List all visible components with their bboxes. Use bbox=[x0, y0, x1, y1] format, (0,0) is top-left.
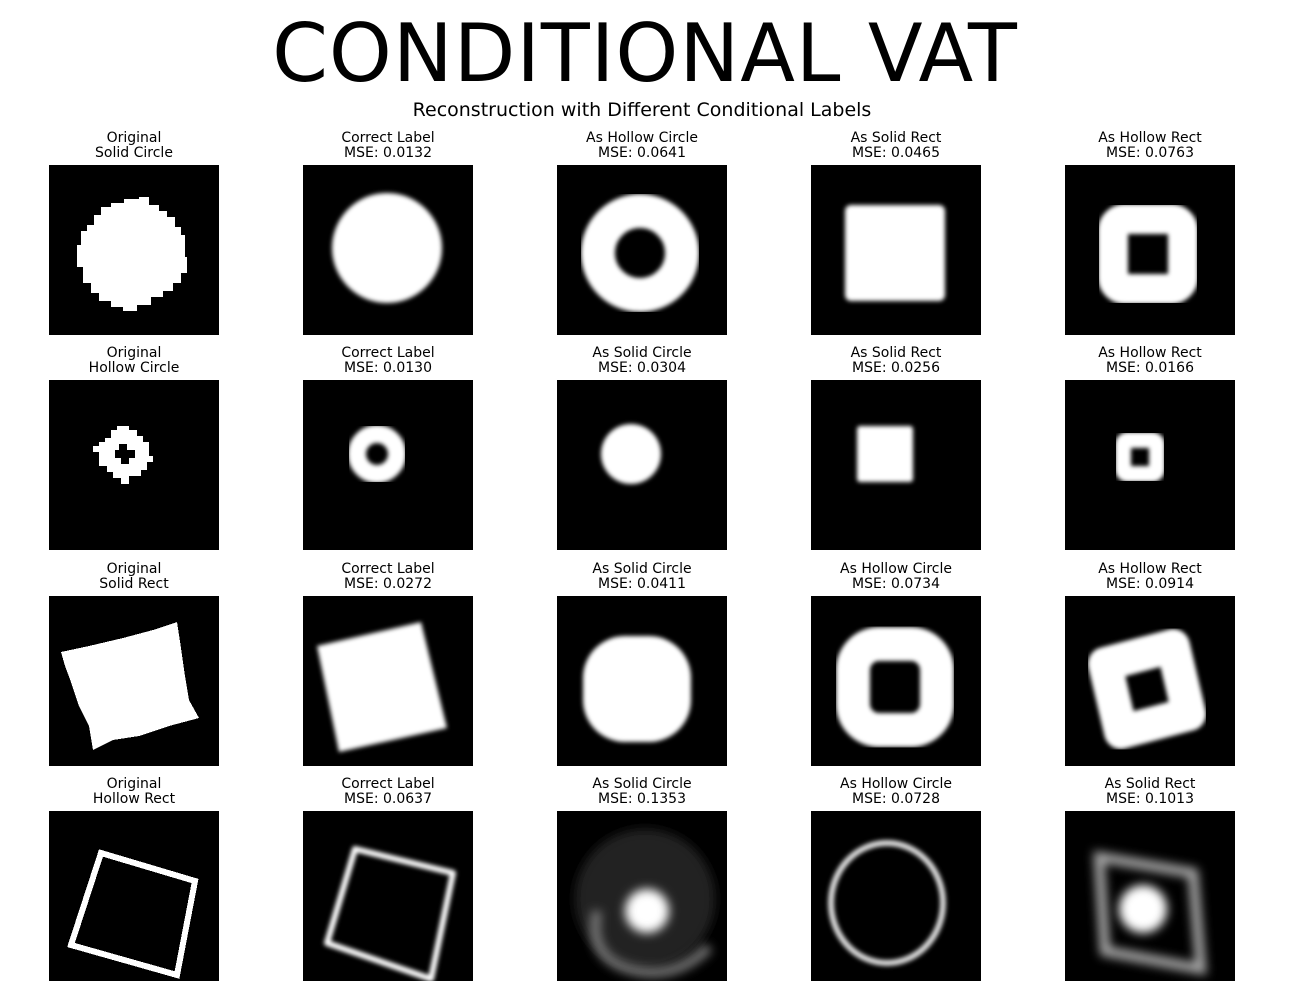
cell-title-line2: MSE: 0.0637 bbox=[344, 791, 432, 807]
cell-title-line1: As Hollow Circle bbox=[840, 776, 952, 792]
cell-title: Correct Label MSE: 0.0637 bbox=[263, 777, 513, 807]
cell-title-line2: MSE: 0.0272 bbox=[344, 576, 432, 592]
reconstruction-image bbox=[557, 596, 727, 766]
reconstruction-image bbox=[811, 380, 981, 550]
cell-title-line1: As Hollow Circle bbox=[586, 130, 698, 146]
cell-title: As Solid Circle MSE: 0.0411 bbox=[517, 562, 767, 592]
reconstruction-image bbox=[811, 811, 981, 981]
reconstruction-image bbox=[1065, 165, 1235, 335]
cell-title-line2: Hollow Rect bbox=[92, 791, 176, 807]
cell-title: As Hollow Circle MSE: 0.0728 bbox=[771, 777, 1021, 807]
cell-title-line1: As Hollow Rect bbox=[1098, 345, 1202, 361]
cell-title: As Solid Rect MSE: 0.0465 bbox=[771, 131, 1021, 161]
cell-title-line2: MSE: 0.0914 bbox=[1106, 576, 1194, 592]
reconstruction-image bbox=[1065, 811, 1235, 981]
reconstruction-image bbox=[557, 811, 727, 981]
cell-title: As Solid Rect MSE: 0.0256 bbox=[771, 346, 1021, 376]
reconstruction-image bbox=[811, 165, 981, 335]
cell-title: As Hollow Rect MSE: 0.0763 bbox=[1025, 131, 1275, 161]
cell-title-line2: MSE: 0.0130 bbox=[344, 360, 432, 376]
cell-title-line1: As Solid Circle bbox=[592, 345, 692, 361]
cell-title: As Hollow Rect MSE: 0.0914 bbox=[1025, 562, 1275, 592]
cell-title-line1: Correct Label bbox=[341, 776, 435, 792]
cell-title-line1: As Solid Rect bbox=[1104, 776, 1196, 792]
cell-title-line2: Solid Circle bbox=[95, 145, 173, 161]
cell-title-line2: Solid Rect bbox=[99, 576, 169, 592]
cell-title-line1: Original bbox=[106, 561, 162, 577]
cell-title-line1: Correct Label bbox=[341, 561, 435, 577]
main-title: CONDITIONAL VAT bbox=[272, 7, 1018, 100]
reconstruction-image bbox=[49, 380, 219, 550]
cell-title: Original Solid Circle bbox=[9, 131, 259, 161]
cell-title-line2: MSE: 0.0132 bbox=[344, 145, 432, 161]
cell-title-line1: As Hollow Circle bbox=[840, 561, 952, 577]
cell-title-line1: As Hollow Rect bbox=[1098, 561, 1202, 577]
cell-title-line1: Original bbox=[106, 130, 162, 146]
reconstruction-image bbox=[303, 811, 473, 981]
reconstruction-image bbox=[557, 380, 727, 550]
cell-title-line1: Correct Label bbox=[341, 345, 435, 361]
cell-title: Original Hollow Rect bbox=[9, 777, 259, 807]
cell-title-line1: As Solid Rect bbox=[850, 130, 942, 146]
cell-title-line2: MSE: 0.0465 bbox=[852, 145, 940, 161]
reconstruction-image bbox=[303, 596, 473, 766]
cell-title: Original Hollow Circle bbox=[9, 346, 259, 376]
cell-title-line2: MSE: 0.0411 bbox=[598, 576, 686, 592]
cell-title-line2: MSE: 0.0166 bbox=[1106, 360, 1194, 376]
cell-title-line1: Original bbox=[106, 776, 162, 792]
cell-title: As Hollow Circle MSE: 0.0734 bbox=[771, 562, 1021, 592]
reconstruction-image bbox=[49, 165, 219, 335]
cell-title-line2: MSE: 0.0728 bbox=[852, 791, 940, 807]
subtitle: Reconstruction with Different Conditiona… bbox=[412, 99, 872, 121]
reconstruction-image bbox=[49, 596, 219, 766]
cell-title: Correct Label MSE: 0.0272 bbox=[263, 562, 513, 592]
cell-title: Correct Label MSE: 0.0132 bbox=[263, 131, 513, 161]
reconstruction-image bbox=[557, 165, 727, 335]
cell-title-line2: MSE: 0.0734 bbox=[852, 576, 940, 592]
cell-title-line1: As Solid Circle bbox=[592, 776, 692, 792]
cell-title-line1: As Hollow Rect bbox=[1098, 130, 1202, 146]
cell-title: As Solid Circle MSE: 0.1353 bbox=[517, 777, 767, 807]
cell-title-line2: MSE: 0.0763 bbox=[1106, 145, 1194, 161]
cell-title-line1: Correct Label bbox=[341, 130, 435, 146]
cell-title: Original Solid Rect bbox=[9, 562, 259, 592]
cell-title-line2: MSE: 0.1353 bbox=[598, 791, 686, 807]
cell-title-line2: Hollow Circle bbox=[88, 360, 180, 376]
cell-title-line2: MSE: 0.1013 bbox=[1106, 791, 1194, 807]
cell-title-line1: As Solid Circle bbox=[592, 561, 692, 577]
cell-title: As Hollow Circle MSE: 0.0641 bbox=[517, 131, 767, 161]
cell-title: As Hollow Rect MSE: 0.0166 bbox=[1025, 346, 1275, 376]
reconstruction-image bbox=[811, 596, 981, 766]
cell-title: As Solid Circle MSE: 0.0304 bbox=[517, 346, 767, 376]
cell-title: As Solid Rect MSE: 0.1013 bbox=[1025, 777, 1275, 807]
cell-title: Correct Label MSE: 0.0130 bbox=[263, 346, 513, 376]
cell-title-line1: As Solid Rect bbox=[850, 345, 942, 361]
cell-title-line2: MSE: 0.0641 bbox=[598, 145, 686, 161]
reconstruction-image bbox=[1065, 596, 1235, 766]
reconstruction-image bbox=[303, 165, 473, 335]
cell-title-line2: MSE: 0.0304 bbox=[598, 360, 686, 376]
cell-title-line2: MSE: 0.0256 bbox=[852, 360, 940, 376]
reconstruction-image bbox=[49, 811, 219, 981]
cell-title-line1: Original bbox=[106, 345, 162, 361]
reconstruction-image bbox=[303, 380, 473, 550]
reconstruction-image bbox=[1065, 380, 1235, 550]
